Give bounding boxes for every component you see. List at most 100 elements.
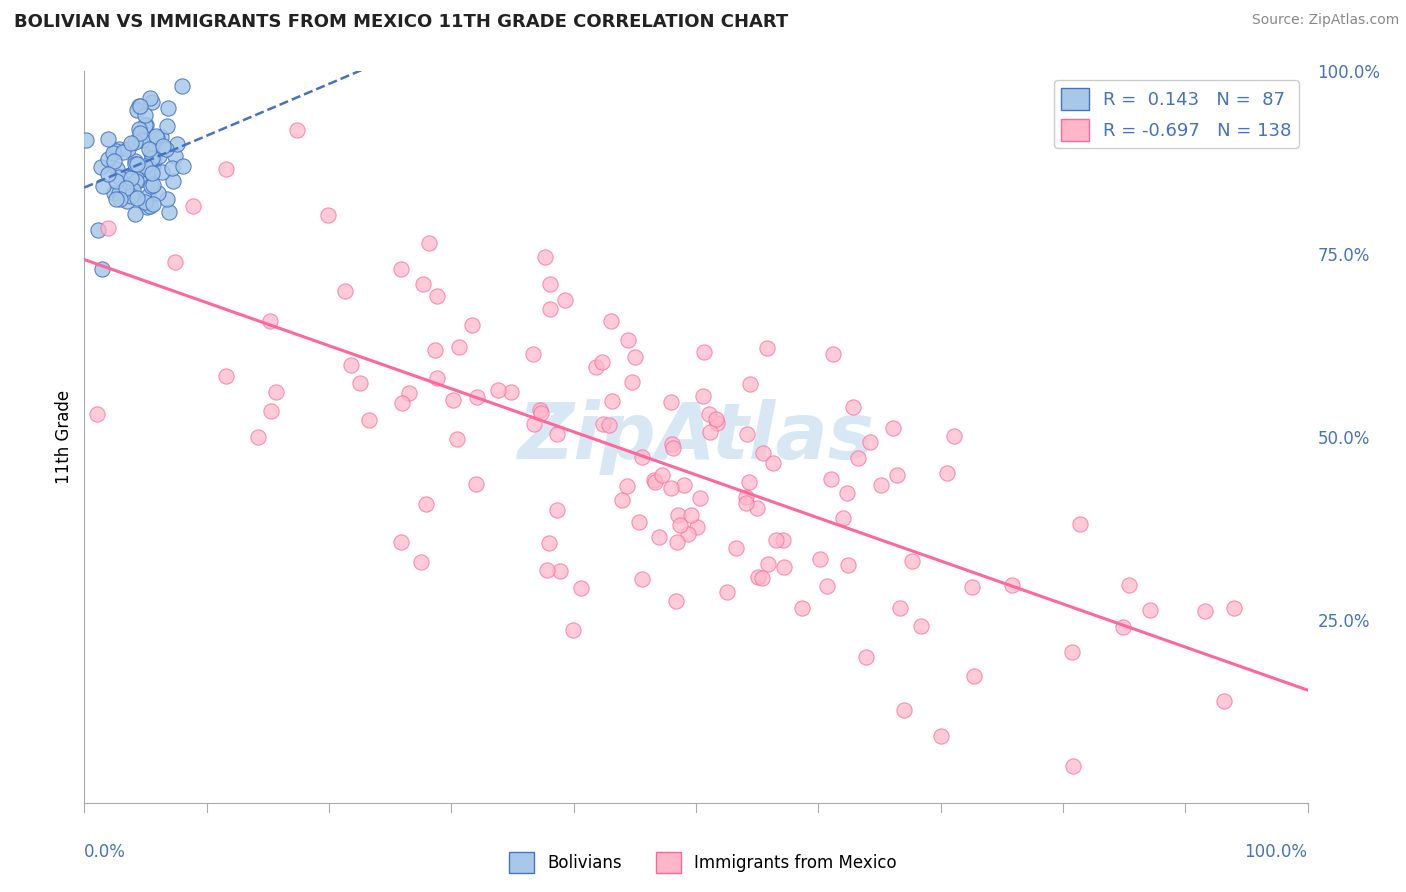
Point <box>86 407 108 421</box>
Point <box>650 467 672 482</box>
Point <box>942 429 965 443</box>
Point <box>585 360 607 375</box>
Point <box>157 205 180 219</box>
Point <box>143 151 166 165</box>
Point <box>142 156 165 170</box>
Point <box>699 425 721 439</box>
Text: 100.0%: 100.0% <box>1244 843 1308 861</box>
Legend: R =  0.143   N =  87, R = -0.697   N = 138: R = 0.143 N = 87, R = -0.697 N = 138 <box>1054 80 1299 148</box>
Point <box>765 533 787 548</box>
Point <box>697 408 720 422</box>
Point <box>592 417 614 431</box>
Point <box>522 347 544 361</box>
Point <box>681 508 703 522</box>
Point <box>546 502 568 516</box>
Point <box>134 194 156 209</box>
Point <box>808 551 831 566</box>
Point <box>117 178 139 192</box>
Point <box>706 416 728 430</box>
Point <box>389 261 412 276</box>
Point <box>162 174 184 188</box>
Point <box>591 355 613 369</box>
Point <box>87 223 110 237</box>
Point <box>735 426 758 441</box>
Point <box>756 342 779 356</box>
Point <box>105 174 128 188</box>
Point <box>415 497 437 511</box>
Point <box>115 194 138 208</box>
Point <box>124 207 146 221</box>
Point <box>900 554 922 568</box>
Point <box>465 391 488 405</box>
Point <box>103 186 125 200</box>
Point <box>285 123 308 137</box>
Point <box>962 580 984 594</box>
Point <box>412 277 434 291</box>
Point <box>693 344 716 359</box>
Point <box>740 377 762 392</box>
Point <box>128 173 150 187</box>
Point <box>1001 578 1024 592</box>
Point <box>97 221 120 235</box>
Point <box>129 126 152 140</box>
Point <box>136 189 159 203</box>
Point <box>910 619 932 633</box>
Point <box>716 585 738 599</box>
Point <box>146 130 169 145</box>
Point <box>1194 605 1216 619</box>
Point <box>882 421 904 435</box>
Point <box>1223 601 1246 615</box>
Point <box>141 197 163 211</box>
Point <box>772 533 794 548</box>
Point <box>447 340 470 354</box>
Point <box>139 145 162 160</box>
Point <box>418 235 440 250</box>
Point <box>134 108 156 122</box>
Point <box>148 149 170 163</box>
Point <box>389 534 412 549</box>
Point <box>143 137 166 152</box>
Point <box>669 517 692 532</box>
Point <box>529 402 551 417</box>
Point <box>548 564 571 578</box>
Point <box>105 162 128 177</box>
Point <box>734 495 756 509</box>
Point <box>128 170 150 185</box>
Point <box>1062 759 1084 773</box>
Text: ZipAtlas: ZipAtlas <box>517 399 875 475</box>
Point <box>160 161 183 175</box>
Point <box>935 467 957 481</box>
Point <box>112 145 135 159</box>
Point <box>339 358 361 372</box>
Point <box>108 142 131 156</box>
Point <box>108 192 131 206</box>
Point <box>152 139 174 153</box>
Point <box>1060 645 1083 659</box>
Point <box>141 151 163 165</box>
Point <box>893 703 915 717</box>
Point <box>150 129 173 144</box>
Point <box>837 558 859 573</box>
Point <box>624 351 647 365</box>
Text: BOLIVIAN VS IMMIGRANTS FROM MEXICO 11TH GRADE CORRELATION CHART: BOLIVIAN VS IMMIGRANTS FROM MEXICO 11TH … <box>14 13 789 31</box>
Point <box>423 343 446 357</box>
Point <box>128 99 150 113</box>
Point <box>121 183 143 197</box>
Point <box>127 192 149 206</box>
Point <box>135 118 157 132</box>
Point <box>501 384 523 399</box>
Point <box>530 406 553 420</box>
Point <box>1069 516 1091 531</box>
Point <box>832 511 855 525</box>
Point <box>333 284 356 298</box>
Point <box>756 557 779 571</box>
Point <box>426 371 449 385</box>
Point <box>617 333 640 347</box>
Point <box>554 293 576 307</box>
Point <box>751 446 773 460</box>
Point <box>138 142 160 156</box>
Point <box>107 186 129 201</box>
Point <box>886 468 908 483</box>
Point <box>105 144 128 158</box>
Point <box>486 383 509 397</box>
